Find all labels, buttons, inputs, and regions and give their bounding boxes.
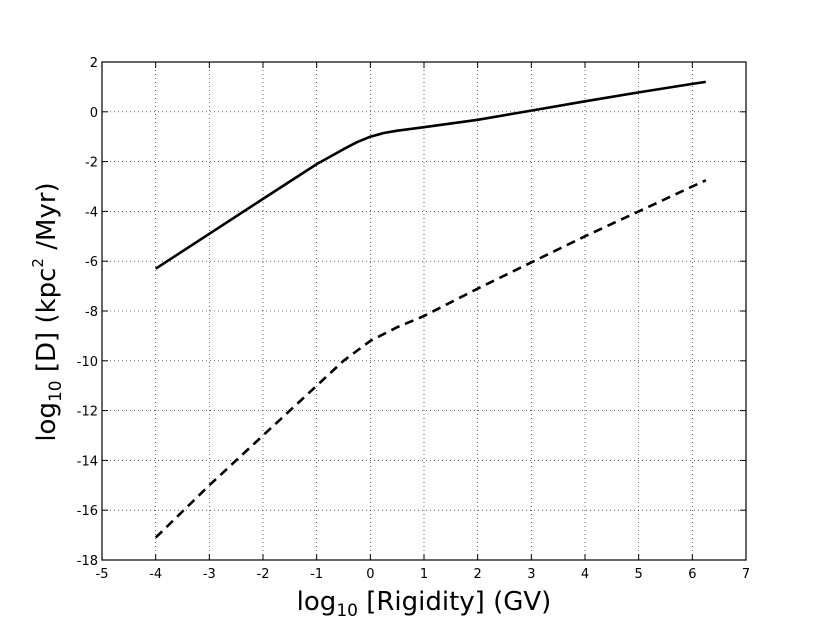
y-axis-label-rest: /Myr) — [32, 182, 62, 258]
grid-lines — [102, 62, 746, 560]
y-tick-label: 2 — [90, 56, 98, 71]
x-tick-label: 5 — [635, 567, 643, 582]
x-tick-label: -1 — [310, 567, 323, 582]
y-axis-label-superscript: 2 — [29, 258, 47, 268]
ticks-layer: -5 -4 -3 -2 -1 0 1 2 3 4 5 6 7-18-16-14-12-10-8-6-4-… — [77, 56, 750, 582]
y-axis-label: log10 [D] (kpc2 /Myr) — [29, 182, 66, 441]
x-axis-label-subscript: 10 — [336, 601, 358, 621]
y-tick-label: -8 — [85, 305, 98, 320]
dashed-series-line — [154, 179, 707, 539]
y-tick-label: -2 — [85, 156, 98, 171]
y-axis-label-subscript: 10 — [46, 380, 66, 402]
y-tick-label: 0 — [90, 106, 98, 121]
x-axis-label-text: [Rigidity] (GV) — [358, 587, 551, 617]
solid-series-line — [154, 80, 706, 270]
x-tick-label: 3 — [527, 567, 535, 582]
x-axis-label: log10 [Rigidity] (GV) — [297, 587, 552, 621]
x-tick-label: -2 — [257, 567, 270, 582]
y-axis-label-prefix: log — [32, 402, 62, 442]
x-tick-label: 2 — [474, 567, 482, 582]
y-axis-label-mid: [D] (kpc — [32, 268, 62, 381]
x-axis-label-prefix: log — [297, 587, 337, 617]
x-tick-label: 4 — [581, 567, 589, 582]
y-tick-label: -6 — [85, 255, 98, 270]
x-tick-label: 7 — [742, 567, 750, 582]
y-tick-label: -14 — [77, 454, 98, 469]
y-tick-label: -18 — [77, 554, 98, 569]
y-tick-label: -4 — [85, 205, 98, 220]
x-tick-label: 6 — [688, 567, 696, 582]
y-tick-label: -12 — [77, 405, 98, 420]
x-tick-label: 0 — [366, 567, 374, 582]
y-tick-label: -16 — [77, 504, 98, 519]
x-tick-label: -4 — [149, 567, 162, 582]
x-tick-label: -3 — [203, 567, 216, 582]
x-tick-label: 1 — [420, 567, 428, 582]
series-layer — [154, 80, 707, 539]
x-tick-label: -5 — [96, 567, 109, 582]
y-tick-label: -10 — [77, 355, 98, 370]
